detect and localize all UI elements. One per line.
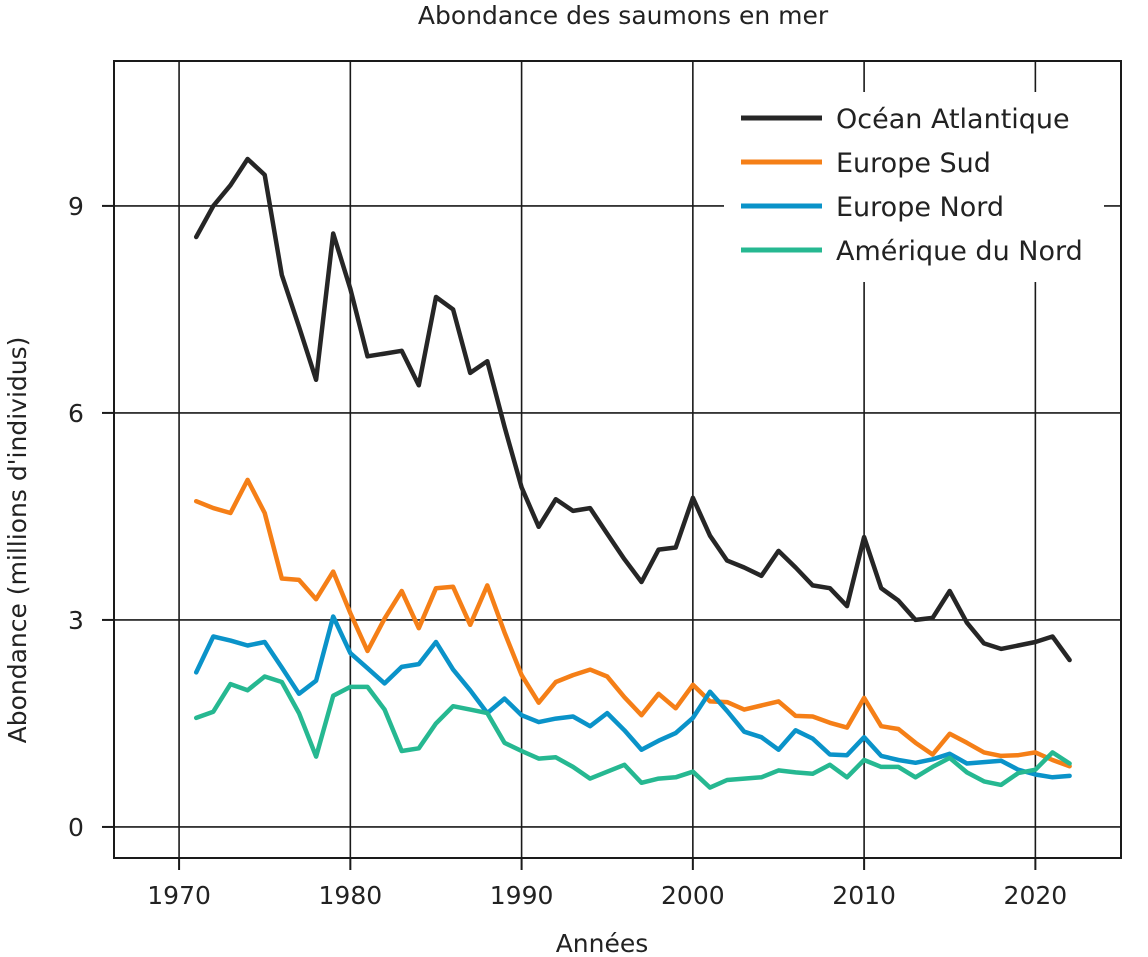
x-tick-label-1980: 1980 [319, 881, 383, 910]
legend: Océan Atlantique Europe Sud Europe Nord Amé… [724, 92, 1104, 282]
y-tick-label-0: 0 [68, 813, 84, 842]
x-tick-label-2020: 2020 [1004, 881, 1068, 910]
y-axis-label: Abondance (millions d'individus) [3, 337, 32, 744]
chart-title: Abondance des saumons en mer [418, 1, 829, 30]
series-line-2 [193, 614, 1072, 780]
x-axis-label: Années [556, 929, 649, 957]
axis-ticks [102, 204, 1037, 870]
series-line-1 [193, 477, 1072, 769]
series-line-3 [193, 674, 1072, 790]
x-tick-label-2000: 2000 [661, 881, 725, 910]
series-lines [193, 156, 1072, 790]
y-tick-label-9: 9 [68, 192, 84, 221]
x-tick-label-1990: 1990 [490, 881, 554, 910]
legend-label-0: Océan Atlantique [836, 104, 1070, 135]
series-line-0 [193, 156, 1072, 663]
legend-label-3: Amérique du Nord [836, 236, 1083, 267]
y-tick-label-3: 3 [68, 606, 84, 635]
legend-label-1: Europe Sud [836, 148, 991, 179]
legend-label-2: Europe Nord [836, 192, 1004, 223]
plot-frame [113, 60, 1122, 859]
x-tick-label-2010: 2010 [832, 881, 896, 910]
x-tick-label-1970: 1970 [147, 881, 211, 910]
y-tick-label-6: 6 [68, 399, 84, 428]
